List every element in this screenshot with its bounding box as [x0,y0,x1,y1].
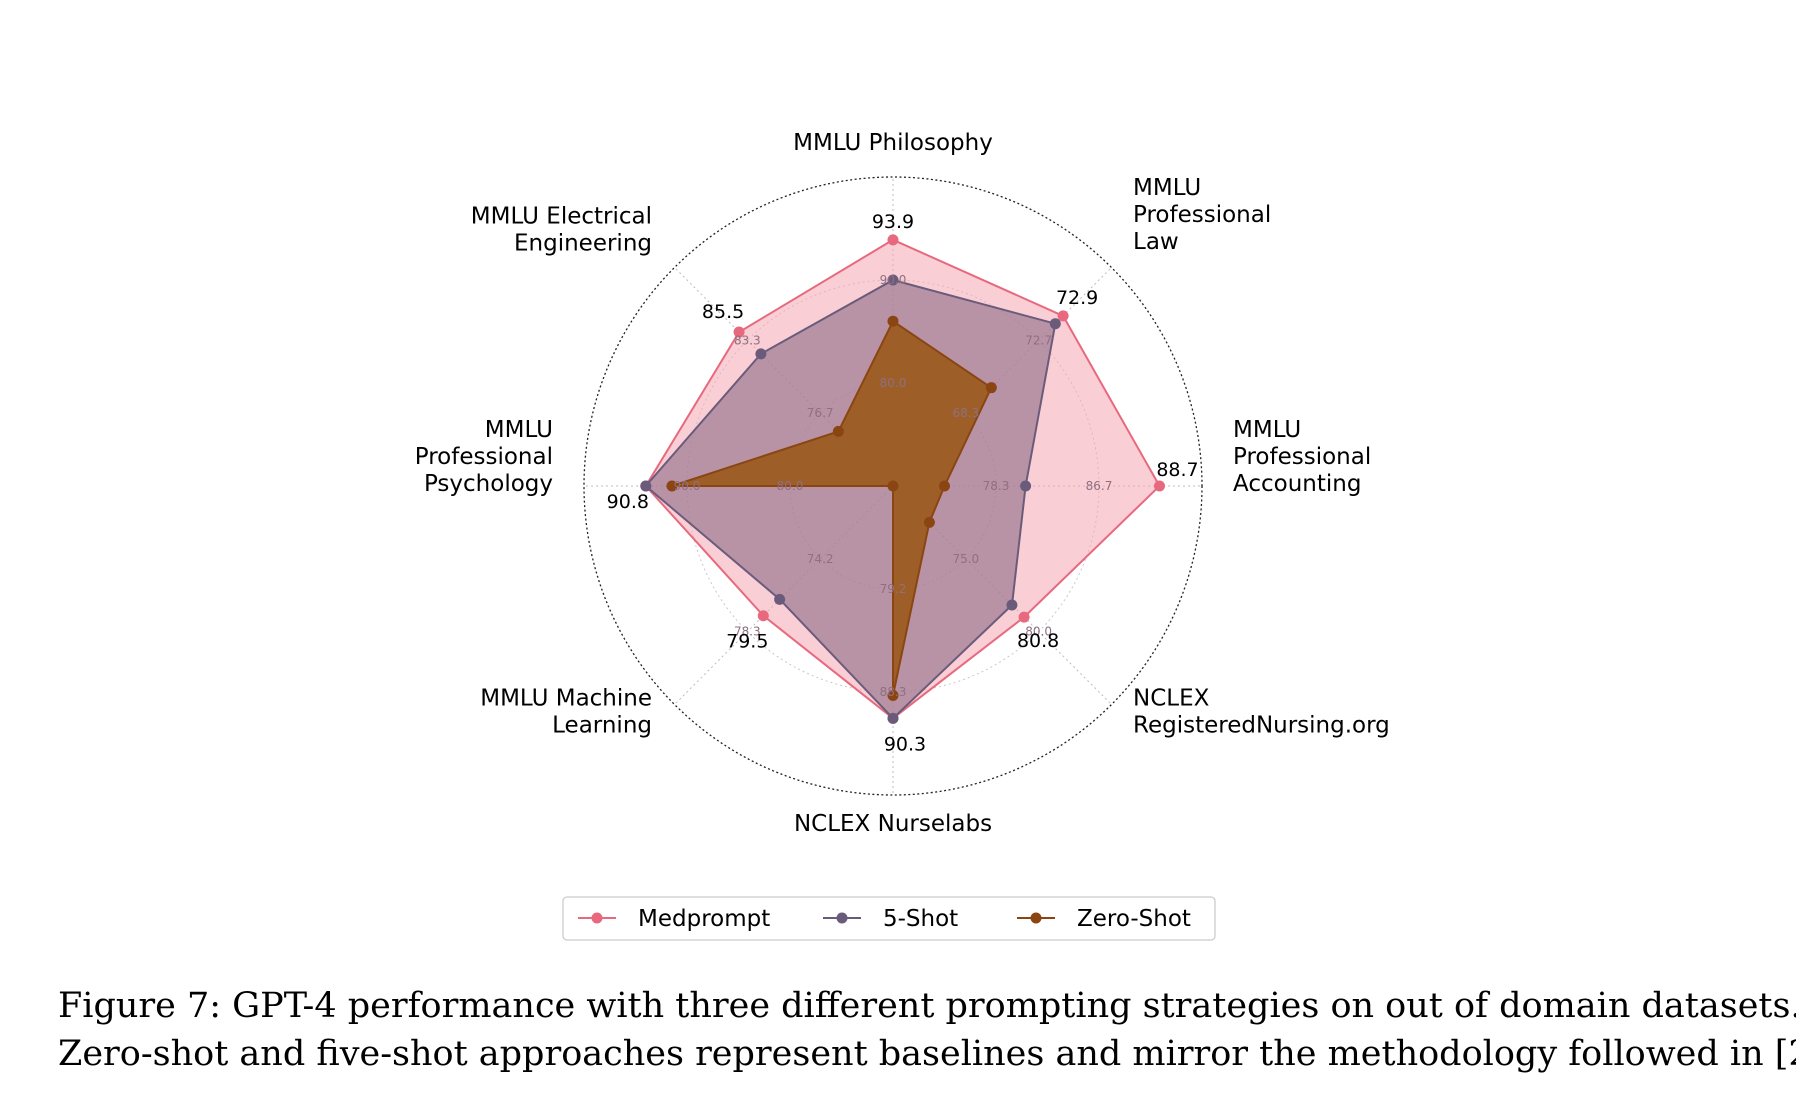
legend-swatch-marker [591,912,603,924]
axis-label-line: Engineering [514,231,652,257]
value-label: 79.5 [726,631,768,653]
series-point [755,348,767,360]
legend-swatch-marker [1030,912,1042,924]
axis-label: MMLU Philosophy [793,130,993,156]
series-point [887,712,899,724]
ring-tick-label: 80.0 [777,479,804,493]
series-area-5-shot [644,278,1057,720]
ring-tick-label: 88.3 [880,685,907,699]
axis-label-line: MMLU Machine [480,686,652,712]
series-point [887,234,899,246]
value-label: 90.3 [884,733,926,755]
axis-label: MMLU Electrical Engineering [471,204,652,257]
series-point [1018,611,1030,623]
series-point [1049,318,1061,330]
series-point [887,274,899,286]
series-point [939,480,950,492]
caption-line-1: Figure 7: GPT-4 performance with three d… [58,986,1796,1026]
series-point [985,382,997,394]
axis-label-line: Accounting [1233,471,1361,497]
ring-tick-label: 80.0 [880,376,907,390]
ring-tick-label: 80.0 [1025,625,1052,639]
value-label: 85.5 [702,301,744,323]
axis-label-line: NCLEX Nurselabs [794,811,992,837]
axis-label-line: Professional [415,444,553,470]
ring-tick-label: 76.7 [807,406,834,420]
axis-labels: 93.9 72.9 88.7 80.8 90.3 79.5 90.8 85.5 MMLU Phi… [415,130,1390,837]
axis-label: MMLU Professional Accounting [1233,417,1371,497]
value-label: 90.8 [607,491,649,513]
series-point [640,480,652,492]
ring-tick-label: 75.0 [952,552,979,566]
legend-label: Medprompt [638,906,770,932]
ring-tick-label: 79.2 [880,582,907,596]
axis-label-line: MMLU Philosophy [793,130,993,156]
ring-tick-labels: 80.0 90.0 68.3 72.7 78.3 86.7 75.0 80.0 79.2 88.3… [674,273,1113,699]
series-point [1154,480,1166,492]
ring-tick-label: 83.3 [734,333,761,347]
axis-label-line: MMLU Electrical [471,204,652,230]
series-point [923,516,935,528]
axis-label: MMLU Professional Law [1133,175,1271,255]
ring-tick-label: 72.7 [1025,333,1052,347]
series-point [887,480,899,492]
value-label: 72.9 [1056,287,1098,309]
axis-label-line: Learning [552,713,652,739]
series-point [757,610,769,622]
series-point [666,480,678,492]
ring-tick-label: 90.0 [674,479,701,493]
ring-tick-label: 68.3 [952,406,979,420]
ring-tick-label: 90.0 [880,273,907,287]
series-point [887,689,899,701]
axis-label-line: MMLU [1133,175,1201,201]
series-point [733,326,745,338]
series-point [832,425,844,437]
legend-label: Zero-Shot [1077,906,1191,932]
value-label: 80.8 [1017,630,1059,652]
axis-label-line: RegisteredNursing.org [1133,713,1390,739]
legend-label: 5-Shot [883,906,958,932]
ring-tick-label: 78.3 [983,479,1010,493]
value-label: 93.9 [872,211,914,233]
axis-label-line: MMLU [1233,417,1301,443]
axis-label-line: Psychology [424,471,553,497]
series-point [887,315,899,327]
radar-series [640,234,1166,724]
ring-tick-label: 86.7 [1086,479,1113,493]
axis-label: MMLU Professional Psychology [415,417,553,497]
figure-caption: Figure 7: GPT-4 performance with three d… [58,982,1796,1078]
ring-tick-label: 74.2 [807,552,834,566]
legend-swatch-marker [836,912,848,924]
series-point [774,593,786,605]
axis-label-line: Professional [1233,444,1371,470]
axis-label: NCLEX Nurselabs [794,811,992,837]
axis-label: NCLEX RegisteredNursing.org [1133,686,1390,739]
series-point [1006,599,1018,611]
ring-tick-label: 78.3 [734,625,761,639]
axis-label-line: NCLEX [1133,686,1210,712]
axis-label: MMLU Machine Learning [480,686,652,739]
outer-ring [583,176,1203,796]
axis-label-line: Professional [1133,202,1271,228]
caption-line-2: Zero-shot and five-shot approaches repre… [58,1034,1796,1074]
legend-frame [562,896,1216,941]
series-point [1057,310,1069,322]
axis-label-line: MMLU [485,417,553,443]
series-point [1020,480,1032,492]
value-label: 88.7 [1156,459,1198,481]
legend: Medprompt 5-Shot Zero-Shot [562,896,1216,941]
axis-label-line: Law [1133,229,1179,255]
